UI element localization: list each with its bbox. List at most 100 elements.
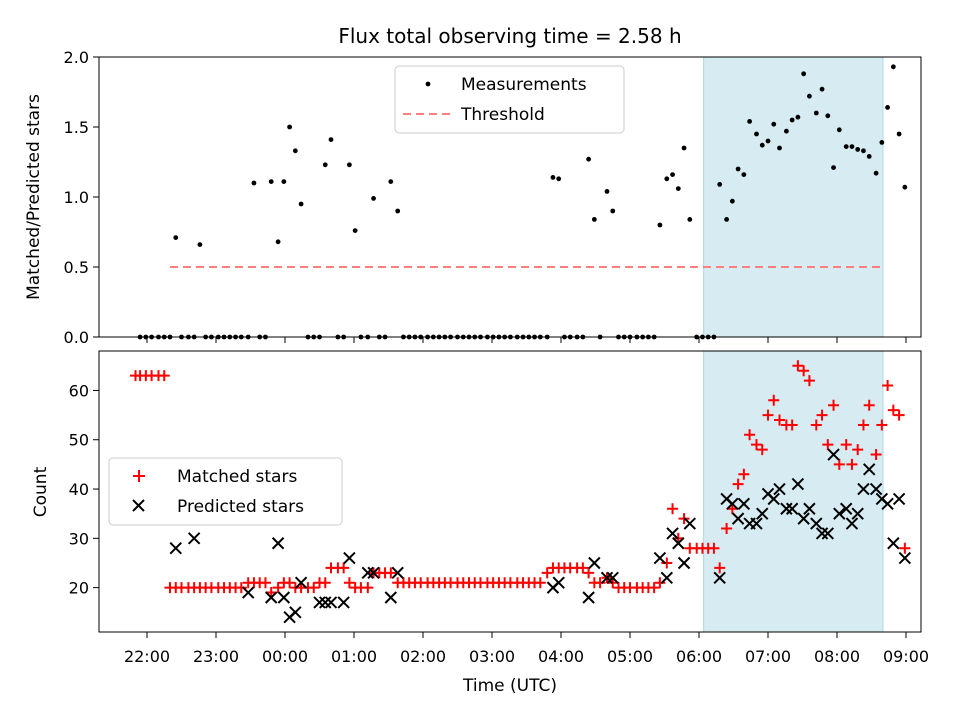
measurement-point-87	[657, 222, 663, 228]
measurement-point-35	[347, 162, 352, 168]
measurement-point-27	[298, 201, 304, 207]
matched-point-102	[738, 468, 750, 480]
predicted-point-58	[881, 497, 894, 511]
predicted-point-14	[361, 566, 375, 580]
predicted-point-51	[839, 502, 853, 515]
top-y-tick-label-2: 1.0	[64, 188, 89, 207]
measurement-point-31	[322, 162, 328, 168]
predicted-point-10	[319, 596, 332, 609]
measurement-point-92	[687, 217, 693, 222]
bottom-y-tick-label-3: 50	[69, 431, 89, 450]
measurement-point-99	[729, 198, 735, 204]
predicted-point-20	[582, 591, 595, 604]
measurement-point-78	[604, 189, 610, 194]
predicted-point-2	[241, 586, 255, 599]
matched-point-78	[594, 577, 606, 589]
bottom-x-ticks: 22:00 23:00 00:00 01:00 02:00 03:00 04:00 05:00…	[124, 632, 929, 666]
measurement-point-24	[281, 179, 287, 185]
x-tick-label-1: 23:00	[193, 647, 239, 666]
measurement-point-39	[371, 196, 376, 201]
predicted-point-41	[780, 502, 793, 515]
predicted-point-48	[821, 527, 835, 540]
matched-point-117	[828, 399, 840, 411]
top-y-ticks: 0.0 0.5 1.0 1.5 2.0	[64, 48, 99, 347]
predicted-point-56	[869, 482, 883, 496]
matched-point-32	[319, 577, 331, 589]
measurement-point-113	[813, 110, 819, 116]
predicted-point-9	[313, 596, 326, 609]
matched-point-125	[876, 419, 888, 431]
predicted-point-40	[773, 482, 786, 496]
measurement-point-76	[591, 217, 597, 222]
measurement-point-111	[801, 71, 807, 77]
matched-point-68	[534, 577, 546, 589]
measurement-point-90	[675, 186, 681, 192]
predicted-point-37	[756, 507, 769, 520]
predicted-point-11	[324, 596, 338, 609]
matched-point-115	[816, 409, 828, 421]
matched-point-120	[846, 458, 858, 470]
legend-marker-measurements	[425, 81, 431, 87]
measurement-point-91	[681, 145, 687, 151]
measurement-point-106	[771, 121, 777, 127]
predicted-point-55	[862, 463, 876, 476]
predicted-point-32	[726, 497, 739, 511]
predicted-point-29	[683, 517, 697, 530]
predicted-point-52	[845, 517, 859, 530]
top-y-tick-label-1: 0.5	[64, 258, 89, 277]
legend-marker-predicted	[132, 499, 145, 512]
matched-point-98	[714, 562, 726, 574]
x-tick-label-8: 06:00	[676, 647, 722, 666]
bottom-y-ticks: 20 30 40 50 60	[69, 381, 99, 598]
chart-title: Flux total observing time = 2.58 h	[338, 24, 681, 48]
matched-point-116	[822, 439, 834, 451]
predicted-point-28	[677, 556, 691, 570]
predicted-point-30	[713, 571, 726, 584]
predicted-point-21	[588, 556, 601, 570]
predicted-point-59	[887, 537, 900, 550]
measurement-point-6	[173, 235, 179, 241]
measurement-point-70	[556, 176, 562, 182]
matched-point-43	[385, 567, 397, 579]
measurement-point-108	[784, 128, 789, 134]
matched-point-24	[272, 582, 284, 594]
bottom-y-tick-label-0: 20	[69, 579, 89, 598]
matched-point-113	[803, 375, 815, 387]
predicted-point-43	[791, 477, 805, 491]
top-y-tick-label-0: 0.0	[64, 328, 89, 347]
matched-point-123	[863, 399, 875, 411]
predicted-point-22	[600, 571, 614, 584]
matched-point-126	[882, 380, 894, 392]
x-tick-label-3: 01:00	[331, 647, 377, 666]
measurement-point-117	[836, 127, 842, 133]
matched-point-121	[852, 444, 864, 456]
measurement-point-103	[754, 131, 759, 137]
measurement-point-23	[275, 239, 281, 245]
matched-point-97	[708, 542, 720, 554]
bottom-y-tick-label-2: 40	[69, 480, 89, 499]
matched-point-108	[774, 414, 785, 426]
predicted-point-50	[833, 507, 846, 520]
measurement-point-110	[795, 114, 801, 120]
measurement-point-122	[866, 154, 872, 159]
predicted-point-5	[277, 591, 291, 604]
matched-point-90	[667, 503, 679, 515]
measurement-point-123	[873, 170, 879, 176]
matched-point-111	[792, 360, 804, 372]
measurement-point-43	[395, 208, 401, 214]
measurement-point-36	[352, 228, 358, 234]
legend-label-predicted: Predicted stars	[177, 497, 304, 517]
measurement-point-119	[849, 144, 855, 150]
measurement-point-10	[197, 242, 203, 248]
top-legend: Measurements Threshold	[394, 65, 625, 134]
predicted-point-33	[731, 512, 745, 525]
x-tick-label-5: 03:00	[469, 647, 515, 666]
matched-point-88	[654, 577, 666, 589]
matched-point-105	[756, 444, 768, 456]
legend-label-threshold: Threshold	[460, 105, 545, 125]
measurement-point-115	[825, 113, 831, 119]
matched-point-35	[338, 562, 350, 574]
predicted-point-49	[827, 448, 840, 461]
top-y-tick-label-3: 1.5	[64, 118, 89, 137]
matched-point-106	[762, 409, 774, 421]
